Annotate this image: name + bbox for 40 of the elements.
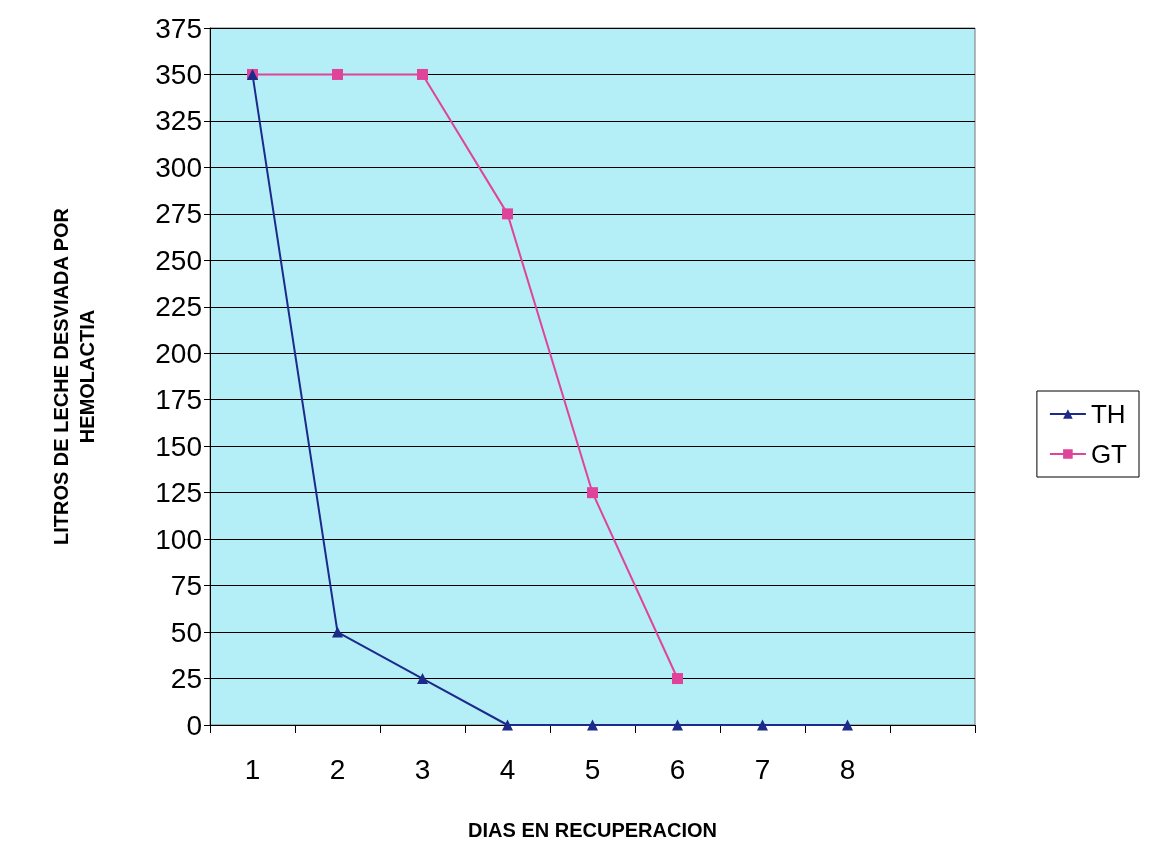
y-axis-title: LITROS DE LECHE DESVIADA POR HEMOLACTIA (50, 207, 98, 546)
point (502, 719, 513, 731)
y-tick-label: 250 (155, 244, 202, 276)
point (842, 719, 853, 731)
point (757, 719, 768, 731)
y-tick-label: 150 (155, 430, 202, 462)
x-tick-label: 4 (499, 753, 516, 785)
y-tick-label: 275 (155, 198, 202, 230)
y-tick-label: 325 (155, 105, 202, 137)
y-tick-label: 200 (155, 337, 202, 369)
x-tick-label: 1 (244, 753, 261, 785)
point (417, 68, 428, 80)
x-tick-label: 2 (329, 753, 346, 785)
point (332, 626, 343, 638)
y-tick-label: 225 (155, 291, 202, 323)
x-tick-label: 3 (414, 753, 431, 785)
legend-label: GT (1090, 439, 1128, 469)
x-tick-label: 6 (669, 753, 686, 785)
y-tick-label: 175 (155, 384, 202, 416)
point (417, 673, 428, 685)
point (502, 208, 513, 220)
y-tick-label: 75 (170, 570, 202, 602)
y-tick-label: 25 (170, 663, 202, 695)
x-tick-label: 7 (754, 753, 771, 785)
point (672, 673, 683, 685)
x-axis-title: DIAS EN RECUPERACION (468, 819, 717, 841)
point (672, 719, 683, 731)
point (587, 487, 598, 499)
legend-label: TH (1090, 399, 1126, 429)
point (587, 719, 598, 731)
y-tick-label: 375 (155, 12, 202, 44)
x-tick-label: 5 (584, 753, 601, 785)
y-tick-label: 100 (155, 523, 202, 555)
y-tick-label: 300 (155, 151, 202, 183)
y-tick-label: 125 (155, 477, 202, 509)
y-tick-label: 350 (155, 58, 202, 90)
x-tick-label: 8 (839, 753, 856, 785)
point (332, 68, 343, 80)
y-tick-label: 0 (186, 709, 202, 741)
y-tick-label: 50 (170, 616, 202, 648)
